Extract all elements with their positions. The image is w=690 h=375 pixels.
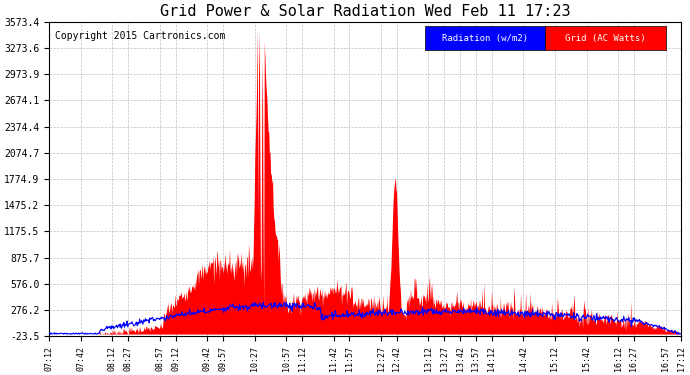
Text: Grid (AC Watts): Grid (AC Watts) — [565, 34, 646, 43]
FancyBboxPatch shape — [545, 27, 666, 50]
Text: Radiation (w/m2): Radiation (w/m2) — [442, 34, 529, 43]
Text: Copyright 2015 Cartronics.com: Copyright 2015 Cartronics.com — [55, 31, 226, 41]
FancyBboxPatch shape — [425, 27, 545, 50]
Title: Grid Power & Solar Radiation Wed Feb 11 17:23: Grid Power & Solar Radiation Wed Feb 11 … — [160, 4, 571, 19]
